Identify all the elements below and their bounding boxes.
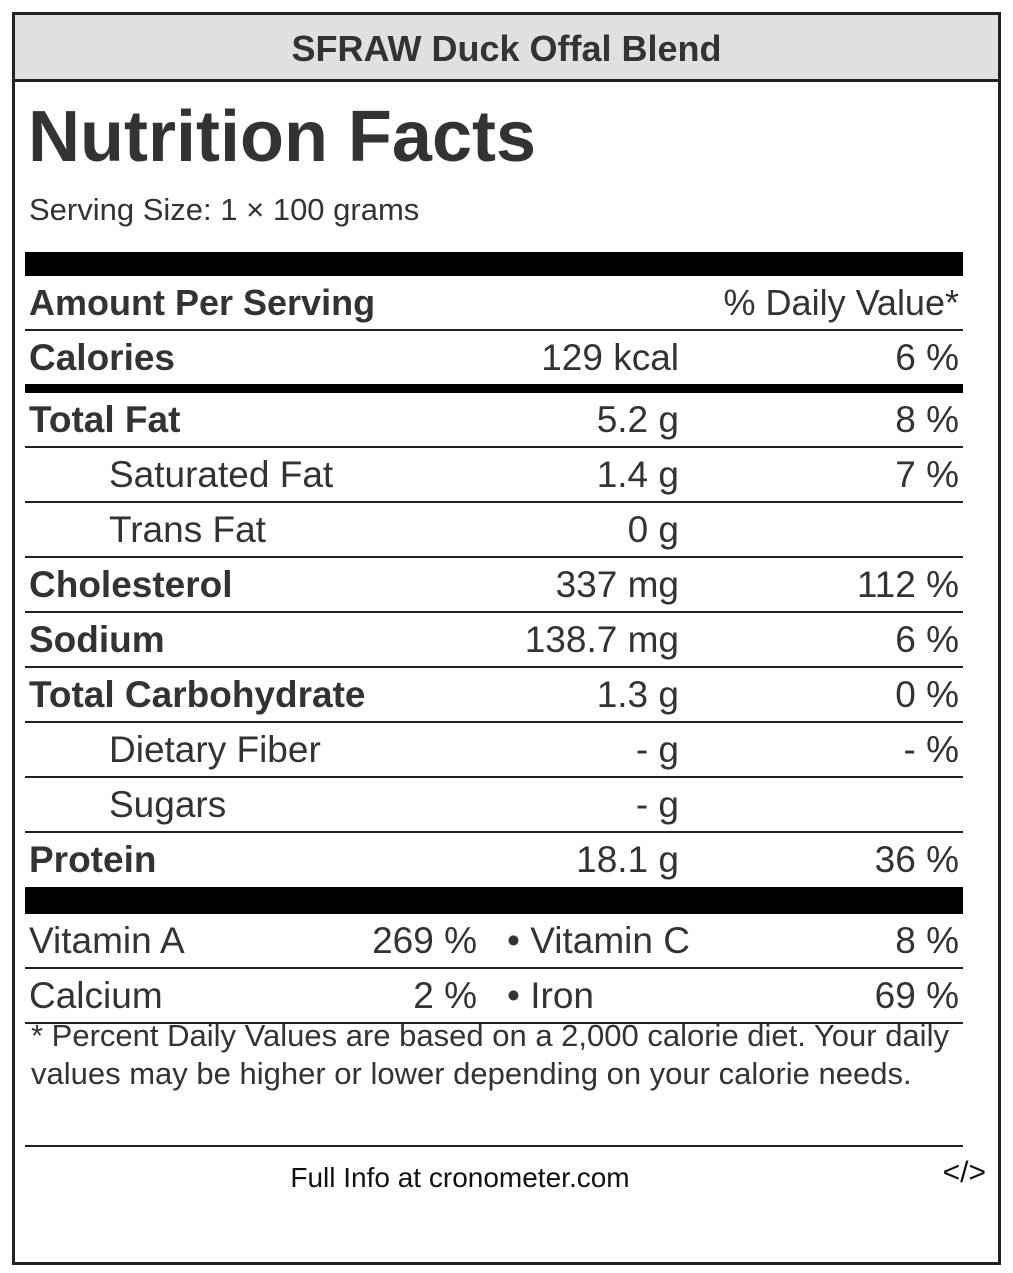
nutrient-label: Sodium	[29, 618, 165, 660]
vitamin-left-label: Calcium	[29, 974, 163, 1016]
nutrient-amount: 138.7 mg	[524, 618, 679, 660]
vitamin-left-label: Vitamin A	[29, 919, 185, 961]
vitamin-row-a-c: Vitamin A 269 % • Vitamin C 8 %	[25, 914, 963, 969]
amount-per-serving-row: Amount Per Serving % Daily Value*	[25, 276, 963, 331]
nutrient-amount: 0 g	[627, 508, 679, 550]
calories-label: Calories	[29, 336, 176, 378]
nutrient-pct: 7 %	[895, 453, 959, 495]
amount-per-serving-label: Amount Per Serving	[29, 281, 376, 323]
vitamin-left-value: 269 %	[372, 919, 477, 961]
footer-divider	[25, 1145, 963, 1147]
daily-value-footnote: * Percent Daily Values are based on a 2,…	[31, 1018, 949, 1091]
calories-divider	[25, 384, 963, 393]
calories-row: Calories 129 kcal 6 %	[25, 331, 963, 384]
nutrient-amount: 1.4 g	[596, 453, 679, 495]
nutrient-pct: 0 %	[895, 673, 959, 715]
nutrient-pct: 6 %	[895, 618, 959, 660]
nutrient-label: Dietary Fiber	[109, 728, 321, 770]
vitamin-right-value: 8 %	[895, 919, 959, 961]
nutrient-amount: 1.3 g	[596, 673, 679, 715]
nutrient-amount: - g	[635, 783, 679, 825]
top-thick-divider	[25, 252, 963, 276]
product-name: SFRAW Duck Offal Blend	[15, 15, 998, 82]
vitamin-right-value: 69 %	[874, 974, 959, 1016]
nutrient-row-total-carbohydrate: Total Carbohydrate 1.3 g 0 %	[25, 668, 963, 723]
vitamin-left-value: 2 %	[413, 974, 477, 1016]
nutrient-row-protein: Protein 18.1 g 36 %	[25, 833, 963, 886]
nutrient-amount: - g	[635, 728, 679, 770]
nutrient-label: Protein	[29, 838, 157, 880]
nutrient-label: Sugars	[109, 783, 227, 825]
calories-amount: 129 kcal	[541, 336, 679, 378]
nutrient-pct: - %	[903, 728, 960, 770]
nutrient-row-sugars: Sugars - g	[25, 778, 963, 833]
nutrient-amount: 337 mg	[555, 563, 679, 605]
daily-value-header: % Daily Value*	[723, 281, 959, 323]
nutrient-row-sodium: Sodium 138.7 mg 6 %	[25, 613, 963, 668]
full-info-link[interactable]: Full Info at cronometer.com	[290, 1162, 630, 1193]
nutrition-facts-title: Nutrition Facts	[28, 97, 537, 177]
nutrient-amount: 5.2 g	[596, 398, 679, 440]
nutrient-label: Trans Fat	[109, 508, 266, 550]
nutrient-row-trans-fat: Trans Fat 0 g	[25, 503, 963, 558]
vitamin-right-label: • Iron	[507, 974, 594, 1016]
nutrient-label: Total Carbohydrate	[29, 673, 366, 715]
embed-code-icon[interactable]: </>	[942, 1156, 986, 1189]
serving-size: Serving Size: 1 × 100 grams	[29, 192, 420, 227]
vitamin-right-label: • Vitamin C	[507, 919, 690, 961]
vitamin-row-calcium-iron: Calcium 2 % • Iron 69 %	[25, 969, 963, 1024]
nutrient-pct: 112 %	[856, 563, 959, 605]
nutrient-label: Total Fat	[29, 398, 181, 440]
nutrient-row-cholesterol: Cholesterol 337 mg 112 %	[25, 558, 963, 613]
nutrient-pct: 8 %	[895, 398, 959, 440]
protein-thick-divider	[25, 887, 963, 914]
nutrient-amount: 18.1 g	[576, 838, 679, 880]
nutrient-pct: 36 %	[874, 838, 959, 880]
nutrient-label: Saturated Fat	[109, 453, 334, 495]
nutrient-row-dietary-fiber: Dietary Fiber - g - %	[25, 723, 963, 778]
nutrient-row-saturated-fat: Saturated Fat 1.4 g 7 %	[25, 448, 963, 503]
calories-pct: 6 %	[895, 336, 959, 378]
nutrient-label: Cholesterol	[29, 563, 233, 605]
nutrition-label: SFRAW Duck Offal Blend	[12, 12, 1001, 1265]
nutrient-row-total-fat: Total Fat 5.2 g 8 %	[25, 393, 963, 448]
